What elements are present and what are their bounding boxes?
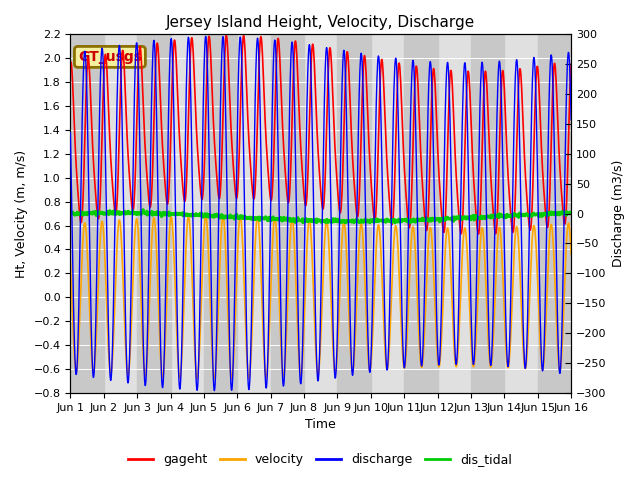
Bar [404,34,438,393]
X-axis label: Time: Time [305,419,336,432]
Bar [204,34,237,393]
Bar [337,34,371,393]
Bar [271,34,304,393]
Legend: gageht, velocity, discharge, dis_tidal: gageht, velocity, discharge, dis_tidal [123,448,517,471]
Y-axis label: Ht, Velocity (m, m/s): Ht, Velocity (m, m/s) [15,149,28,277]
Title: Jersey Island Height, Velocity, Discharge: Jersey Island Height, Velocity, Discharg… [166,15,476,30]
Bar [538,34,571,393]
Bar [471,34,504,393]
Text: GT_usgs: GT_usgs [78,50,142,64]
Bar [137,34,170,393]
Bar [70,34,104,393]
Y-axis label: Discharge (m3/s): Discharge (m3/s) [612,160,625,267]
